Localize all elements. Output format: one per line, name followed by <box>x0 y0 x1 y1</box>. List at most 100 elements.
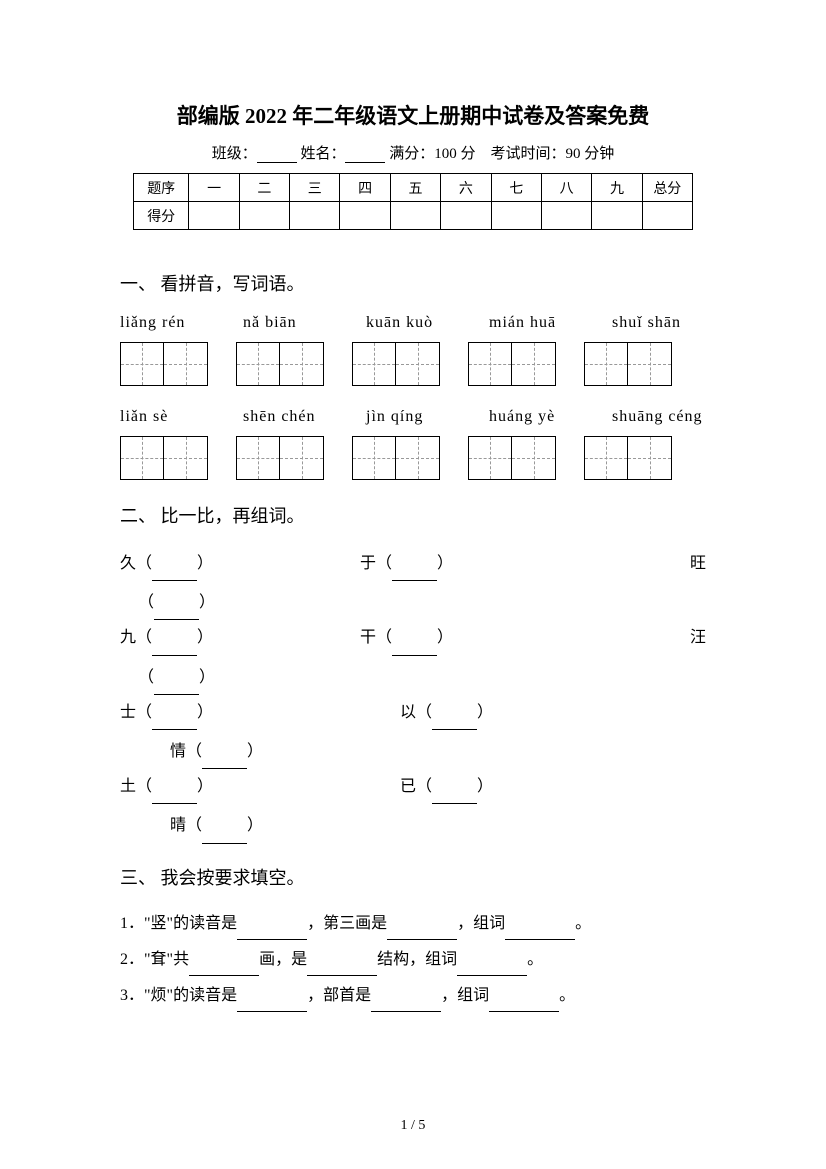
name-label: 姓名： <box>300 146 345 162</box>
cell: 五 <box>390 174 440 202</box>
page-title: 部编版 2022 年二年级语文上册期中试卷及答案免费 <box>120 100 706 130</box>
page-number: 1 / 5 <box>0 1118 826 1134</box>
cell[interactable] <box>541 202 591 230</box>
char: 士 <box>120 704 136 721</box>
cell[interactable] <box>239 202 289 230</box>
cell: 题序 <box>134 174 189 202</box>
boxes-row <box>120 342 706 386</box>
char: 汪 <box>690 629 706 646</box>
blank[interactable] <box>154 602 199 620</box>
blank[interactable] <box>489 994 559 1012</box>
blank[interactable] <box>202 751 247 769</box>
pinyin: liǎng rén <box>120 314 238 332</box>
cell[interactable] <box>290 202 340 230</box>
blank[interactable] <box>237 922 307 940</box>
blank[interactable] <box>189 958 259 976</box>
pinyin: liǎn sè <box>120 408 238 426</box>
char-box-pair[interactable] <box>468 342 556 386</box>
char: 土 <box>120 778 136 795</box>
blank[interactable] <box>154 677 199 695</box>
pinyin: shēn chén <box>243 408 361 426</box>
blank[interactable] <box>457 958 527 976</box>
char: 干 <box>360 629 376 646</box>
cell: 四 <box>340 174 390 202</box>
blank[interactable] <box>307 958 377 976</box>
cell: 八 <box>541 174 591 202</box>
blank[interactable] <box>505 922 575 940</box>
section3-heading: 三、 我会按要求填空。 <box>120 864 706 890</box>
time-value: 90 分钟 <box>566 146 615 162</box>
section2-body: 久（） 于（） 旺 （） 九（） 干（） 汪 （） 士（） 以（） 情（） 土（… <box>120 546 706 844</box>
pinyin: shuǐ shān <box>612 314 681 332</box>
pinyin: huáng yè <box>489 408 607 426</box>
cell[interactable] <box>642 202 692 230</box>
blank[interactable] <box>237 994 307 1012</box>
pinyin: kuān kuò <box>366 314 484 332</box>
char: 晴 <box>170 817 186 834</box>
cell[interactable] <box>390 202 440 230</box>
pinyin-row: liǎng rén nǎ biān kuān kuò mián huā shuǐ… <box>120 314 706 332</box>
blank[interactable] <box>202 826 247 844</box>
blank[interactable] <box>387 922 457 940</box>
blank[interactable] <box>152 712 197 730</box>
class-blank[interactable] <box>257 147 297 163</box>
char: 旺 <box>690 555 706 572</box>
blank[interactable] <box>392 638 437 656</box>
cell: 得分 <box>134 202 189 230</box>
blank[interactable] <box>152 563 197 581</box>
cell[interactable] <box>340 202 390 230</box>
table-row: 得分 <box>134 202 693 230</box>
blank[interactable] <box>432 786 477 804</box>
cell: 七 <box>491 174 541 202</box>
char-box-pair[interactable] <box>352 342 440 386</box>
score-table: 题序 一 二 三 四 五 六 七 八 九 总分 得分 <box>133 173 693 230</box>
char: 已 <box>400 778 416 795</box>
char: 以 <box>400 704 416 721</box>
char: "耷" <box>144 951 173 968</box>
char: 于 <box>360 555 376 572</box>
char: 久 <box>120 555 136 572</box>
char-box-pair[interactable] <box>120 342 208 386</box>
question-item: 1．"竖"的读音是，第三画是，组词。 <box>120 908 706 940</box>
section2-heading: 二、 比一比，再组词。 <box>120 502 706 528</box>
section3-body: 1．"竖"的读音是，第三画是，组词。 2．"耷"共画，是结构，组词。 3．"烦"… <box>120 908 706 1012</box>
cell: 九 <box>592 174 642 202</box>
char: 九 <box>120 629 136 646</box>
cell: 一 <box>189 174 239 202</box>
blank[interactable] <box>152 786 197 804</box>
char-box-pair[interactable] <box>352 436 440 480</box>
blank[interactable] <box>371 994 441 1012</box>
char-box-pair[interactable] <box>236 342 324 386</box>
cell: 总分 <box>642 174 692 202</box>
char-box-pair[interactable] <box>120 436 208 480</box>
blank[interactable] <box>432 712 477 730</box>
char: 情 <box>170 743 186 760</box>
char-box-pair[interactable] <box>236 436 324 480</box>
char: "竖" <box>144 915 173 932</box>
pinyin: nǎ biān <box>243 314 361 332</box>
boxes-row <box>120 436 706 480</box>
name-blank[interactable] <box>345 147 385 163</box>
cell[interactable] <box>441 202 491 230</box>
pinyin-row: liǎn sè shēn chén jìn qíng huáng yè shuā… <box>120 408 706 426</box>
cell[interactable] <box>491 202 541 230</box>
cell: 六 <box>441 174 491 202</box>
pinyin: shuāng céng <box>612 408 703 426</box>
blank[interactable] <box>152 638 197 656</box>
blank[interactable] <box>392 563 437 581</box>
class-label: 班级： <box>212 146 257 162</box>
info-line: 班级： 姓名： 满分：100 分 考试时间：90 分钟 <box>120 142 706 163</box>
fullscore-label: 满分： <box>389 146 434 162</box>
question-item: 2．"耷"共画，是结构，组词。 <box>120 944 706 976</box>
char-box-pair[interactable] <box>584 436 672 480</box>
cell[interactable] <box>592 202 642 230</box>
cell[interactable] <box>189 202 239 230</box>
question-item: 3．"烦"的读音是，部首是，组词。 <box>120 980 706 1012</box>
section1-heading: 一、 看拼音，写词语。 <box>120 270 706 296</box>
char-box-pair[interactable] <box>584 342 672 386</box>
char: "烦" <box>144 987 173 1004</box>
cell: 二 <box>239 174 289 202</box>
pinyin: jìn qíng <box>366 408 484 426</box>
pinyin: mián huā <box>489 314 607 332</box>
char-box-pair[interactable] <box>468 436 556 480</box>
